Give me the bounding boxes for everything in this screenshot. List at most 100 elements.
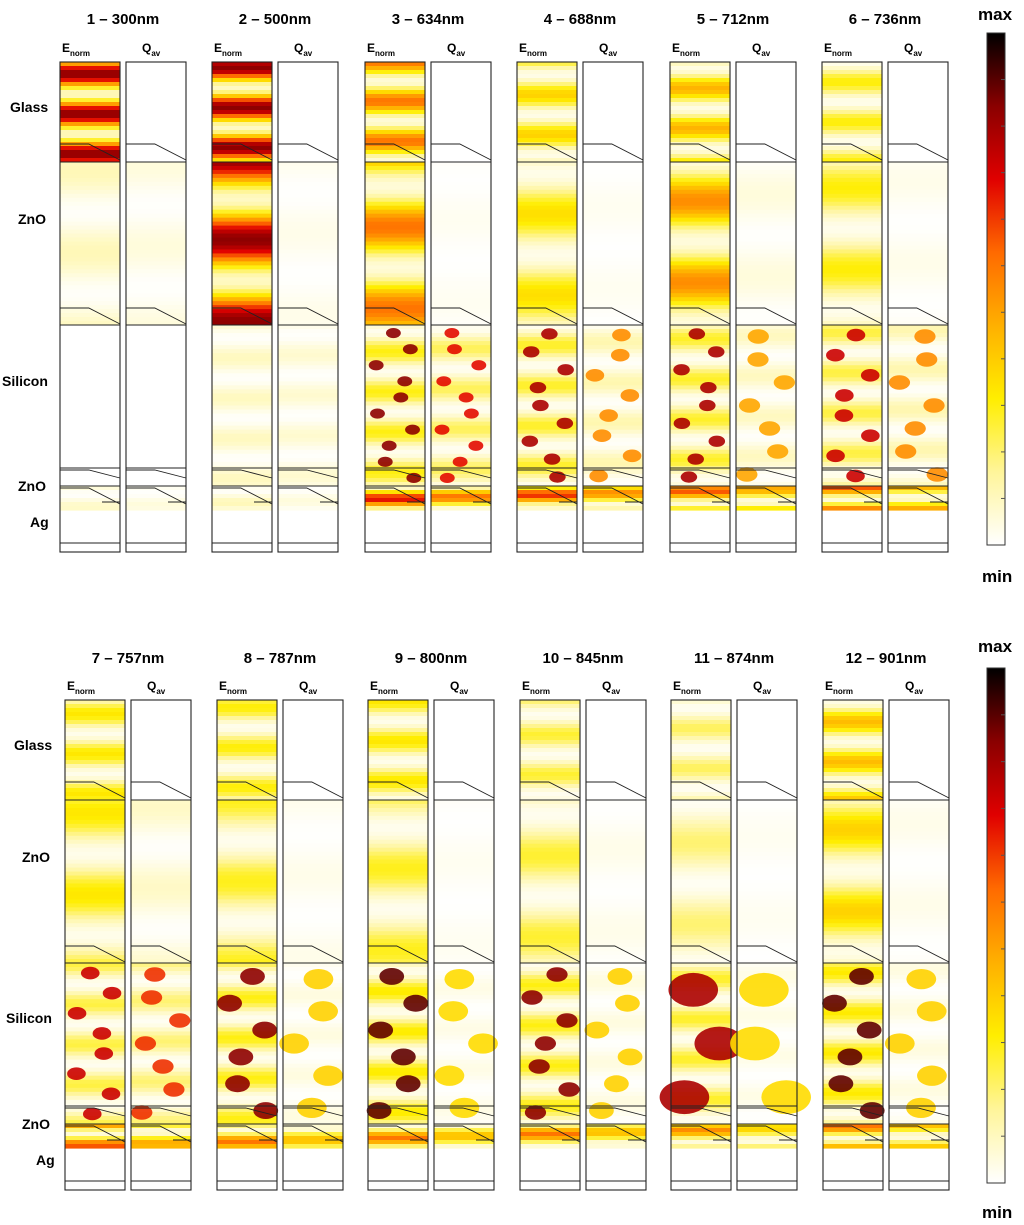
- field-band: [670, 165, 730, 171]
- texture-outline: [822, 487, 883, 505]
- field-band: [586, 995, 646, 1000]
- field-band: [131, 760, 191, 765]
- field-band: [517, 90, 577, 95]
- field-band: [823, 740, 883, 745]
- field-band: [60, 285, 120, 290]
- field-band: [583, 185, 643, 191]
- field-band: [431, 389, 491, 395]
- field-band: [737, 800, 797, 805]
- field-band: [365, 361, 425, 366]
- field-band: [517, 201, 577, 207]
- field-band: [434, 788, 494, 793]
- field-band: [212, 341, 272, 346]
- field-band: [586, 1136, 646, 1141]
- field-band: [822, 173, 882, 179]
- field-band: [365, 233, 425, 239]
- field-band: [278, 277, 338, 282]
- field-band: [278, 138, 338, 143]
- panel-frame: [887, 61, 949, 553]
- field-band: [365, 353, 425, 358]
- field-band: [65, 1144, 125, 1149]
- field-band: [889, 891, 949, 897]
- texture-outline: [368, 945, 429, 963]
- field-band: [217, 935, 277, 940]
- field-band: [212, 469, 272, 475]
- field-band: [823, 919, 883, 924]
- field-band: [586, 796, 646, 801]
- field-band: [823, 839, 883, 845]
- field-band: [520, 704, 580, 709]
- field-band: [823, 1071, 883, 1077]
- field-band: [586, 744, 646, 749]
- field-band: [517, 70, 577, 75]
- field-band: [889, 712, 949, 717]
- field-band: [520, 1075, 580, 1081]
- field-band: [368, 843, 428, 849]
- field-band: [671, 752, 731, 757]
- field-band: [126, 90, 186, 95]
- field-band: [736, 82, 796, 87]
- field-band: [434, 875, 494, 881]
- field-band: [520, 995, 580, 1000]
- field-band: [212, 481, 272, 487]
- field-band: [368, 740, 428, 745]
- field-band: [586, 883, 646, 889]
- field-band: [822, 126, 882, 131]
- field-band: [60, 185, 120, 191]
- field-band: [126, 425, 186, 431]
- layer-labels-bottom: Glass ZnO Silicon ZnO Ag: [6, 737, 55, 1168]
- field-band: [283, 1115, 343, 1121]
- field-band: [586, 1107, 646, 1113]
- field-band: [737, 807, 797, 813]
- field-band: [60, 369, 120, 374]
- field-band: [583, 437, 643, 443]
- field-band: [217, 1027, 277, 1033]
- field-hotspot: [599, 409, 618, 422]
- field-band: [517, 285, 577, 290]
- field-band: [737, 788, 797, 793]
- field-band: [670, 94, 730, 99]
- field-band: [431, 325, 491, 330]
- field-band: [60, 321, 120, 326]
- field-band: [278, 154, 338, 159]
- field-band: [217, 1011, 277, 1016]
- field-band: [670, 365, 730, 370]
- field-band: [583, 357, 643, 362]
- field-band: [517, 94, 577, 99]
- field-band: [212, 98, 272, 103]
- field-band: [434, 708, 494, 713]
- field-band: [217, 1128, 277, 1133]
- field-band: [278, 345, 338, 350]
- field-band: [131, 776, 191, 781]
- field-band: [736, 98, 796, 103]
- field-band: [65, 835, 125, 841]
- field-band: [365, 162, 425, 167]
- field-band: [583, 365, 643, 370]
- field-hotspot: [452, 456, 468, 467]
- field-band: [217, 999, 277, 1004]
- field-band: [823, 756, 883, 761]
- field-hotspot: [169, 1013, 191, 1028]
- field-band: [131, 1087, 191, 1093]
- field-band: [520, 867, 580, 873]
- field-band: [212, 221, 272, 227]
- field-band: [670, 397, 730, 403]
- field-band: [365, 409, 425, 415]
- field-band: [670, 325, 730, 330]
- field-band: [431, 473, 491, 479]
- field-band: [283, 943, 343, 948]
- texture-outline: [368, 1125, 429, 1143]
- field-band: [126, 241, 186, 247]
- field-band: [217, 1091, 277, 1097]
- field-band: [520, 835, 580, 841]
- field-band: [365, 158, 425, 163]
- field-band: [368, 764, 428, 769]
- field-band: [737, 1119, 797, 1125]
- field-band: [65, 772, 125, 777]
- field-band: [60, 357, 120, 362]
- panel-title: 3 – 634nm: [392, 11, 465, 28]
- field-band: [823, 887, 883, 893]
- field-band: [212, 445, 272, 451]
- field-band: [517, 146, 577, 151]
